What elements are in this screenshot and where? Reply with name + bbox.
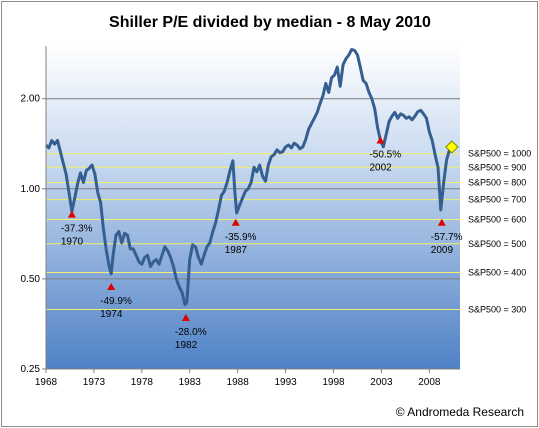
x-tick-label: 1993 <box>274 377 297 388</box>
x-tick-label: 1978 <box>131 377 154 388</box>
plot-area <box>46 46 460 369</box>
current-point-marker <box>445 140 459 154</box>
decline-year-label: 1987 <box>225 245 248 256</box>
decline-year-label: 2009 <box>431 245 454 256</box>
y-tick-label: 0.50 <box>21 274 41 285</box>
decline-percent-label: -35.9% <box>225 232 257 243</box>
decline-percent-label: -49.9% <box>100 296 132 307</box>
x-tick-label: 1968 <box>35 377 58 388</box>
decline-marker <box>67 210 76 218</box>
series-layer <box>44 48 459 307</box>
chart-title: Shiller P/E divided by median - 8 May 20… <box>109 14 431 31</box>
decline-percent-label: -28.0% <box>175 327 207 338</box>
x-tick-label: 2008 <box>418 377 441 388</box>
decline-year-label: 1974 <box>100 309 123 320</box>
grid-lines <box>46 98 460 280</box>
decline-marker <box>437 218 446 226</box>
x-tick-label: 1983 <box>179 377 202 388</box>
reference-line-label: S&P500 = 600 <box>468 214 526 224</box>
x-tick-label: 1988 <box>227 377 250 388</box>
decline-year-label: 1970 <box>61 237 84 248</box>
y-tick-label: 2.00 <box>21 94 41 105</box>
decline-percent-label: -37.3% <box>61 224 93 235</box>
reference-line-label: S&P500 = 500 <box>468 239 526 249</box>
reference-lines: S&P500 = 1000 S&P500 = 900 S&P500 = 800 S&P… <box>46 149 531 315</box>
axes: 0.25 0.50 1.00 2.00 1968 1973 1978 1983 1988 1993… <box>21 46 460 388</box>
reference-line-label: S&P500 = 400 <box>468 268 526 278</box>
reference-line-label: S&P500 = 1000 <box>468 149 531 159</box>
x-tick-label: 2003 <box>370 377 393 388</box>
decline-marker <box>231 218 240 226</box>
decline-marker <box>181 314 190 322</box>
reference-line-label: S&P500 = 900 <box>468 162 526 172</box>
credit-text: © Andromeda Research <box>396 405 524 419</box>
decline-year-label: 1982 <box>175 340 198 351</box>
reference-line-label: S&P500 = 800 <box>468 177 526 187</box>
decline-year-label: 2002 <box>369 163 392 174</box>
reference-line-label: S&P500 = 700 <box>468 195 526 205</box>
decline-marker <box>107 282 116 290</box>
y-tick-label: 0.25 <box>21 364 41 375</box>
decline-percent-label: -57.7% <box>431 232 463 243</box>
y-tick-label: 1.00 <box>21 184 41 195</box>
decline-marker <box>376 136 385 144</box>
series-line <box>44 48 454 307</box>
decline-percent-label: -50.5% <box>369 150 401 161</box>
annotations: -37.3% 1970 -49.9% 1974 -28.0% 1982 -35.9% 1987… <box>61 136 463 351</box>
x-tick-label: 1998 <box>322 377 345 388</box>
reference-line-label: S&P500 = 300 <box>468 305 526 315</box>
x-tick-label: 1973 <box>83 377 106 388</box>
